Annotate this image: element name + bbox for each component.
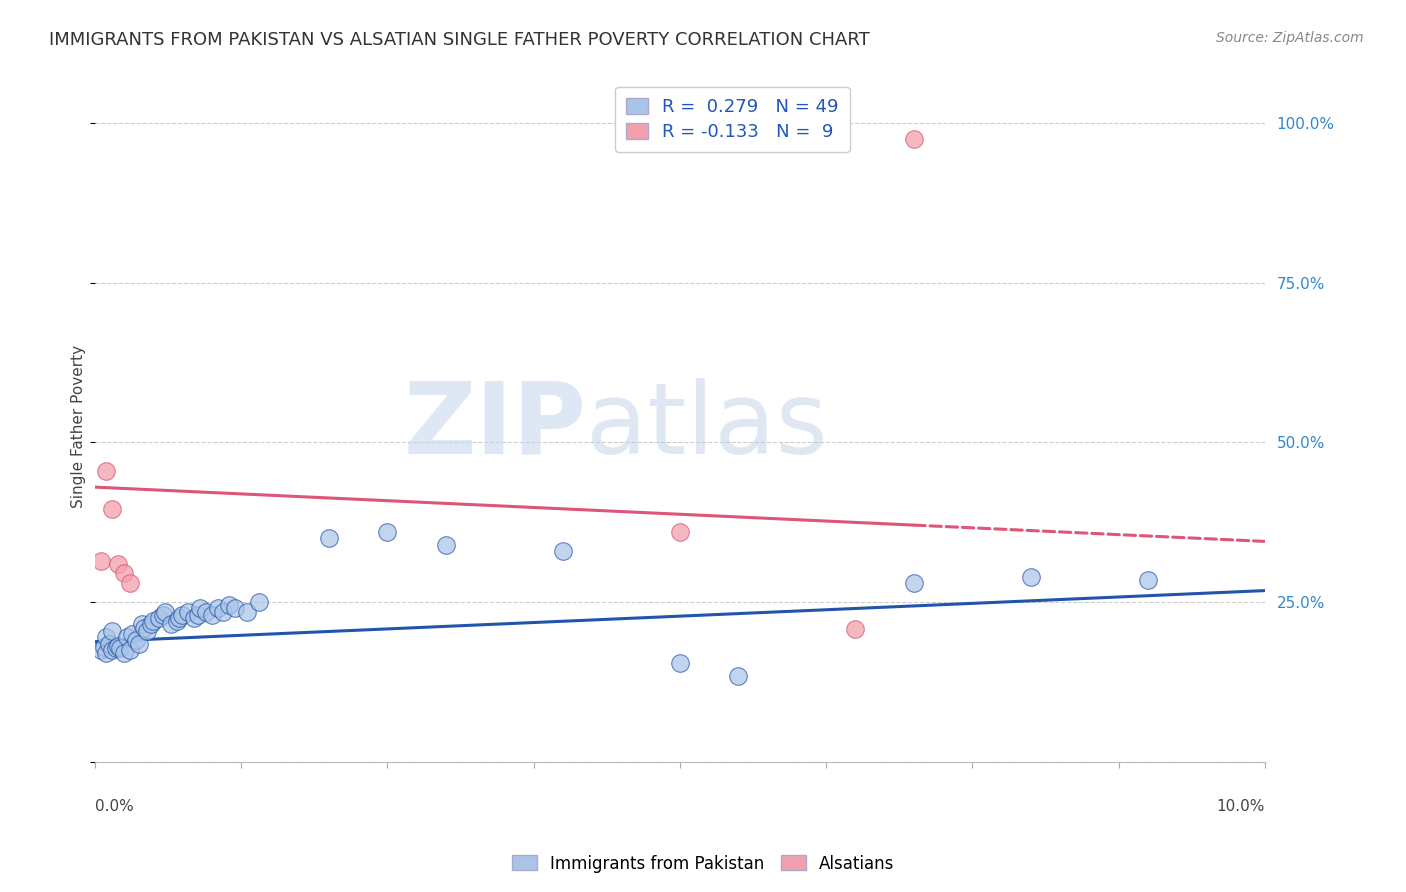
Point bbox=[90, 643, 112, 657]
Point bbox=[118, 643, 141, 657]
Point bbox=[212, 605, 235, 619]
Point bbox=[194, 605, 217, 619]
Point bbox=[96, 630, 118, 644]
Point bbox=[247, 595, 270, 609]
Point bbox=[117, 630, 139, 644]
Point bbox=[104, 641, 127, 656]
Point bbox=[153, 605, 176, 619]
Point bbox=[903, 132, 925, 146]
Point bbox=[107, 557, 129, 571]
Point bbox=[152, 607, 174, 622]
Point bbox=[112, 566, 135, 581]
Point bbox=[136, 624, 159, 638]
Point bbox=[236, 605, 259, 619]
Point bbox=[112, 646, 135, 660]
Point bbox=[177, 605, 200, 619]
Point bbox=[1019, 569, 1042, 583]
Point bbox=[183, 611, 205, 625]
Text: Source: ZipAtlas.com: Source: ZipAtlas.com bbox=[1216, 31, 1364, 45]
Point bbox=[375, 524, 398, 539]
Point bbox=[551, 544, 574, 558]
Point bbox=[207, 601, 229, 615]
Point bbox=[434, 538, 457, 552]
Point bbox=[224, 601, 246, 615]
Point bbox=[110, 641, 132, 656]
Point bbox=[132, 621, 155, 635]
Point bbox=[139, 617, 162, 632]
Text: IMMIGRANTS FROM PAKISTAN VS ALSATIAN SINGLE FATHER POVERTY CORRELATION CHART: IMMIGRANTS FROM PAKISTAN VS ALSATIAN SIN… bbox=[49, 31, 870, 49]
Point bbox=[101, 643, 124, 657]
Point bbox=[101, 502, 124, 516]
Point bbox=[128, 637, 150, 651]
Point bbox=[669, 656, 692, 670]
Point bbox=[903, 576, 925, 591]
Point bbox=[148, 611, 170, 625]
Point bbox=[1136, 573, 1159, 587]
Y-axis label: Single Father Poverty: Single Father Poverty bbox=[72, 345, 86, 508]
Point bbox=[142, 614, 165, 628]
Point bbox=[166, 614, 188, 628]
Point bbox=[124, 633, 146, 648]
Point bbox=[159, 617, 181, 632]
Point bbox=[118, 576, 141, 591]
Point bbox=[727, 668, 749, 682]
Point bbox=[844, 622, 866, 636]
Point bbox=[101, 624, 124, 638]
Point bbox=[90, 553, 112, 567]
Point bbox=[96, 464, 118, 478]
Point bbox=[201, 607, 224, 622]
Point bbox=[131, 617, 153, 632]
Legend: Immigrants from Pakistan, Alsatians: Immigrants from Pakistan, Alsatians bbox=[505, 848, 901, 880]
Point bbox=[167, 611, 190, 625]
Point bbox=[188, 601, 211, 615]
Point bbox=[187, 607, 209, 622]
Point bbox=[96, 646, 118, 660]
Point bbox=[218, 599, 240, 613]
Text: atlas: atlas bbox=[586, 378, 828, 475]
Point bbox=[121, 627, 143, 641]
Point bbox=[172, 607, 194, 622]
Point bbox=[97, 637, 120, 651]
Point bbox=[318, 531, 340, 545]
Text: ZIP: ZIP bbox=[404, 378, 586, 475]
Text: 0.0%: 0.0% bbox=[94, 798, 134, 814]
Point bbox=[107, 639, 129, 653]
Point bbox=[669, 524, 692, 539]
Legend: R =  0.279   N = 49, R = -0.133   N =  9: R = 0.279 N = 49, R = -0.133 N = 9 bbox=[616, 87, 849, 153]
Point bbox=[93, 640, 115, 654]
Text: 10.0%: 10.0% bbox=[1216, 798, 1265, 814]
